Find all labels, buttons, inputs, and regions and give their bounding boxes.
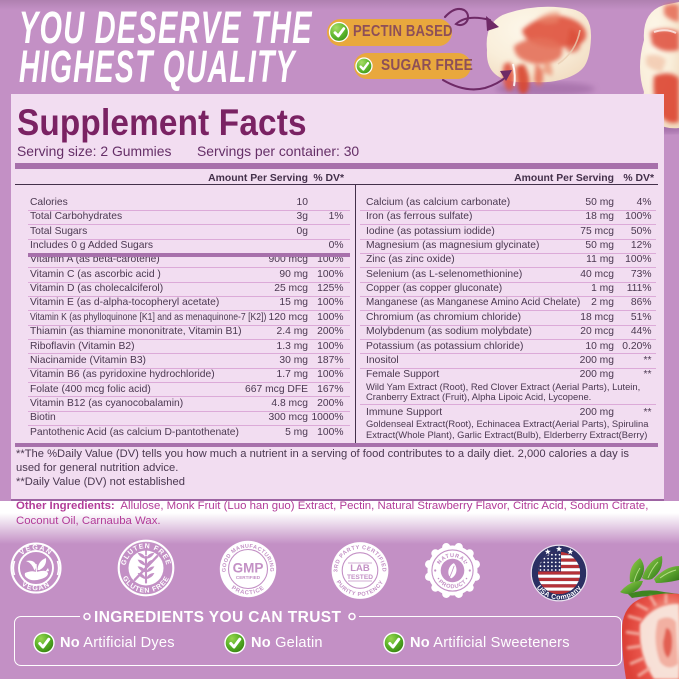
svg-text:PRODUCT: PRODUCT [437, 579, 468, 590]
svg-text:GMP: GMP [233, 561, 264, 576]
svg-text:TESTED: TESTED [347, 574, 373, 581]
svg-text:VEGAN: VEGAN [20, 579, 52, 592]
svg-text:PRACTICE: PRACTICE [230, 585, 266, 596]
svg-text:LAB: LAB [350, 563, 370, 574]
svg-text:CERTIFIED: CERTIFIED [236, 575, 261, 580]
svg-text:VEGAN: VEGAN [17, 542, 54, 557]
